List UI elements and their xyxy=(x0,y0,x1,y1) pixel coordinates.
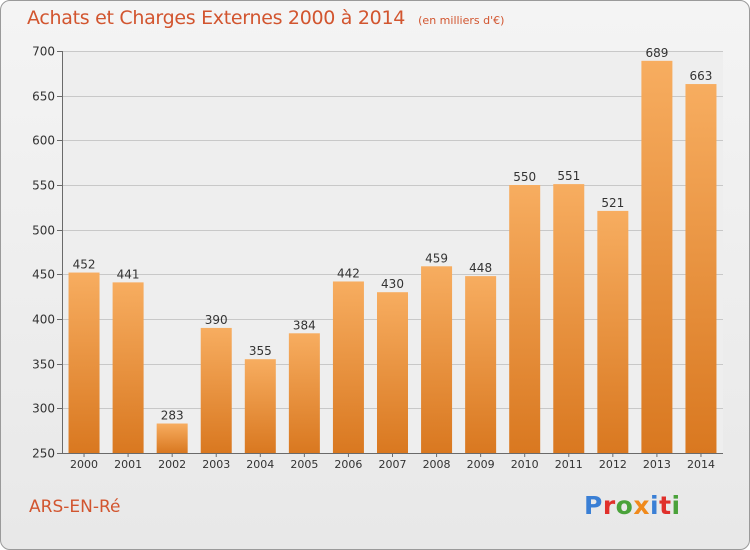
x-tick-label: 2005 xyxy=(290,458,318,471)
y-tick-label: 250 xyxy=(32,447,55,461)
bar-2011 xyxy=(553,184,585,453)
x-tick-label: 2001 xyxy=(114,458,142,471)
y-tick-label: 300 xyxy=(32,402,55,416)
bar-2009 xyxy=(465,276,497,453)
data-label-2003: 390 xyxy=(205,313,228,327)
data-label-2011: 551 xyxy=(557,169,580,183)
commune-name: ARS-EN-Ré xyxy=(29,497,121,517)
data-label-2006: 442 xyxy=(337,266,360,280)
x-tick-label: 2002 xyxy=(158,458,186,471)
logo-letter: P xyxy=(584,491,603,520)
x-tick-label: 2014 xyxy=(687,458,715,471)
logo-letter: r xyxy=(602,491,616,520)
bar-2002 xyxy=(156,423,188,453)
x-tick-label: 2010 xyxy=(511,458,539,471)
x-tick-label: 2006 xyxy=(334,458,362,471)
x-tick-label: 2007 xyxy=(379,458,407,471)
data-label-2004: 355 xyxy=(249,344,272,358)
proxiti-logo: Proxiti xyxy=(584,491,681,520)
data-label-2012: 521 xyxy=(601,196,624,210)
x-tick-label: 2000 xyxy=(70,458,98,471)
bar-2000 xyxy=(68,272,100,453)
y-tick-label: 350 xyxy=(32,358,55,372)
bar-2001 xyxy=(112,282,144,453)
y-tick-label: 500 xyxy=(32,224,55,238)
data-label-2014: 663 xyxy=(690,69,713,83)
bar-2010 xyxy=(509,185,541,453)
x-tick-label: 2012 xyxy=(599,458,627,471)
y-tick-label: 600 xyxy=(32,134,55,148)
x-tick-label: 2008 xyxy=(423,458,451,471)
bar-2006 xyxy=(332,281,364,453)
x-tick-label: 2009 xyxy=(467,458,495,471)
data-label-2007: 430 xyxy=(381,277,404,291)
chart-subtitle: (en milliers d'€) xyxy=(418,14,505,27)
bar-2003 xyxy=(200,327,232,453)
y-tick-label: 650 xyxy=(32,90,55,104)
bars: 452 441 283 390 355 384 442 430 459 448 550 551 521 6… xyxy=(68,46,717,454)
bar-2005 xyxy=(288,333,320,453)
bar-2004 xyxy=(244,359,276,453)
logo-letter: x xyxy=(633,491,650,520)
y-tick-label: 400 xyxy=(32,313,55,327)
data-label-2010: 550 xyxy=(513,170,536,184)
x-tick-label: 2013 xyxy=(643,458,671,471)
data-label-2005: 384 xyxy=(293,318,316,332)
bar-2013 xyxy=(641,60,673,454)
y-tick-label: 450 xyxy=(32,268,55,282)
y-tick-label: 700 xyxy=(32,45,55,59)
logo-letter: o xyxy=(615,491,634,520)
chart-title-block: Achats et Charges Externes 2000 à 2014 (… xyxy=(27,7,504,29)
data-label-2009: 448 xyxy=(469,261,492,275)
axes: 250 300 350 400 450 500 550 600 650 700 2000 2001 20… xyxy=(32,45,723,471)
logo-letter: t xyxy=(659,491,672,520)
bar-2014 xyxy=(685,84,717,453)
logo-letter: i xyxy=(671,491,681,520)
data-label-2013: 689 xyxy=(645,46,668,60)
data-label-2002: 283 xyxy=(161,409,184,423)
data-label-2000: 452 xyxy=(73,258,96,272)
bar-2008 xyxy=(421,266,453,453)
data-label-2008: 459 xyxy=(425,251,448,265)
x-tick-label: 2004 xyxy=(246,458,274,471)
x-tick-label: 2011 xyxy=(555,458,583,471)
bar-2012 xyxy=(597,210,629,453)
y-tick-label: 550 xyxy=(32,179,55,193)
x-tick-label: 2003 xyxy=(202,458,230,471)
logo-letter: i xyxy=(650,491,660,520)
bar-2007 xyxy=(377,292,408,453)
data-label-2001: 441 xyxy=(117,267,140,281)
chart-title: Achats et Charges Externes 2000 à 2014 xyxy=(27,7,406,29)
